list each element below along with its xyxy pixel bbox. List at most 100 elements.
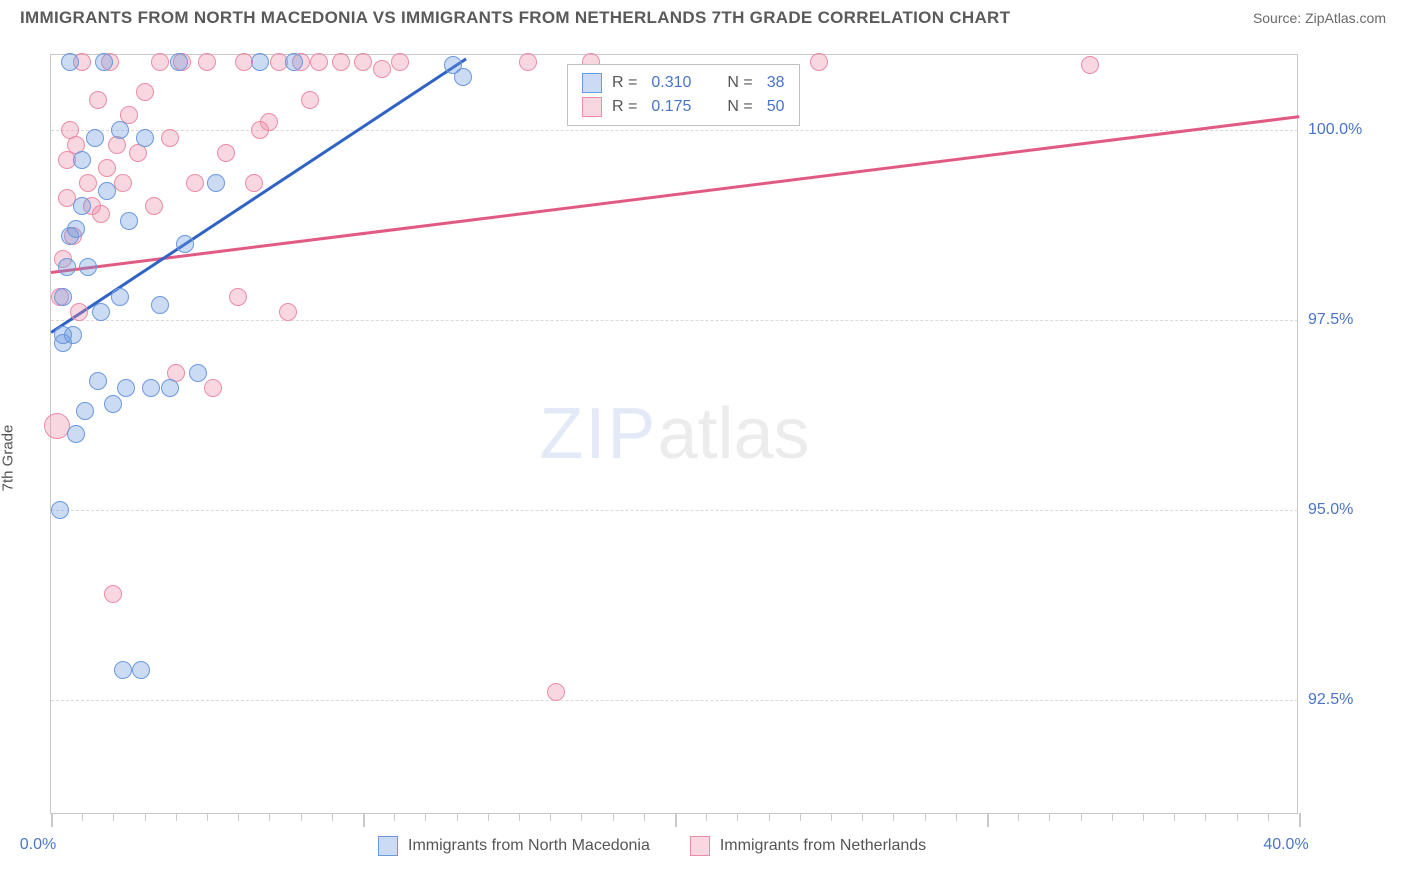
y-tick-label: 92.5% [1308,691,1393,709]
scatter-point-a [67,220,85,238]
legend-r-value-b: 0.175 [651,98,691,116]
x-tick-minor [238,813,239,821]
scatter-point-b [301,91,319,109]
scatter-point-b [260,113,278,131]
legend-r-label-b: R = [612,98,637,116]
chart-source: Source: ZipAtlas.com [1253,10,1386,26]
x-tick-minor [769,813,770,821]
x-tick-minor [644,813,645,821]
x-tick-minor [457,813,458,821]
scatter-point-a [92,303,110,321]
x-tick-minor [1268,813,1269,821]
scatter-point-a [136,129,154,147]
scatter-point-b [98,159,116,177]
scatter-point-a [95,53,113,71]
chart-area: 7th Grade ZIPatlas 92.5%95.0%97.5%100.0% [12,36,1394,880]
x-tick-minor [893,813,894,821]
scatter-point-a [61,53,79,71]
scatter-point-b [108,136,126,154]
watermark: ZIPatlas [539,393,809,475]
y-tick-label: 100.0% [1308,121,1393,139]
scatter-point-b [161,129,179,147]
scatter-point-b [198,53,216,71]
scatter-point-b [810,53,828,71]
x-tick-major [987,813,989,827]
scatter-point-a [67,425,85,443]
scatter-point-a [104,395,122,413]
scatter-point-a [111,288,129,306]
x-tick-minor [613,813,614,821]
scatter-point-b [391,53,409,71]
scatter-point-a [76,402,94,420]
series-legend: Immigrants from North Macedonia Immigran… [378,836,926,856]
x-tick-label: 40.0% [1263,836,1308,854]
scatter-point-a [79,258,97,276]
x-tick-major [363,813,365,827]
x-tick-minor [1049,813,1050,821]
gridline [51,700,1298,701]
legend-swatch-a [582,73,602,93]
legend-r-label-a: R = [612,74,637,92]
scatter-point-a [176,235,194,253]
scatter-point-b [354,53,372,71]
scatter-point-a [132,661,150,679]
legend-n-value-a: 38 [767,74,785,92]
x-tick-minor [1237,813,1238,821]
scatter-point-a [120,212,138,230]
x-tick-minor [706,813,707,821]
x-tick-minor [831,813,832,821]
scatter-point-b [373,60,391,78]
scatter-point-b [229,288,247,306]
chart-title: IMMIGRANTS FROM NORTH MACEDONIA VS IMMIG… [20,8,1010,28]
scatter-point-a [73,151,91,169]
y-tick-label: 95.0% [1308,501,1393,519]
scatter-point-a [251,53,269,71]
x-tick-minor [1112,813,1113,821]
scatter-point-b [245,174,263,192]
x-tick-minor [82,813,83,821]
scatter-point-a [114,661,132,679]
scatter-point-b [332,53,350,71]
scatter-point-a [86,129,104,147]
x-tick-minor [1143,813,1144,821]
scatter-point-b [136,83,154,101]
scatter-point-b [519,53,537,71]
x-tick-label: 0.0% [20,836,56,854]
correlation-legend: R = 0.310 N = 38 R = 0.175 N = 50 [567,64,800,126]
series-name-b: Immigrants from Netherlands [720,837,926,855]
gridline [51,130,1298,131]
x-tick-major [51,813,53,827]
chart-header: IMMIGRANTS FROM NORTH MACEDONIA VS IMMIG… [0,0,1406,32]
scatter-point-a [64,326,82,344]
x-tick-major [1299,813,1301,827]
x-tick-minor [1174,813,1175,821]
scatter-point-b [89,91,107,109]
scatter-point-b [217,144,235,162]
x-tick-minor [737,813,738,821]
scatter-point-b [279,303,297,321]
x-tick-minor [581,813,582,821]
x-tick-minor [925,813,926,821]
scatter-point-b [1081,56,1099,74]
scatter-point-b [204,379,222,397]
x-tick-major [675,813,677,827]
x-tick-minor [176,813,177,821]
scatter-point-a [51,501,69,519]
series-legend-item-b: Immigrants from Netherlands [690,836,926,856]
scatter-point-a [207,174,225,192]
legend-row-a: R = 0.310 N = 38 [582,71,785,95]
series-swatch-b [690,836,710,856]
x-tick-minor [207,813,208,821]
x-tick-minor [113,813,114,821]
scatter-point-b [92,205,110,223]
scatter-point-b [186,174,204,192]
x-tick-minor [301,813,302,821]
watermark-zip: ZIP [539,394,657,474]
x-tick-minor [519,813,520,821]
x-tick-minor [425,813,426,821]
scatter-point-a [117,379,135,397]
scatter-point-b [104,585,122,603]
legend-n-label-b: N = [727,98,752,116]
scatter-point-b [310,53,328,71]
gridline [51,320,1298,321]
